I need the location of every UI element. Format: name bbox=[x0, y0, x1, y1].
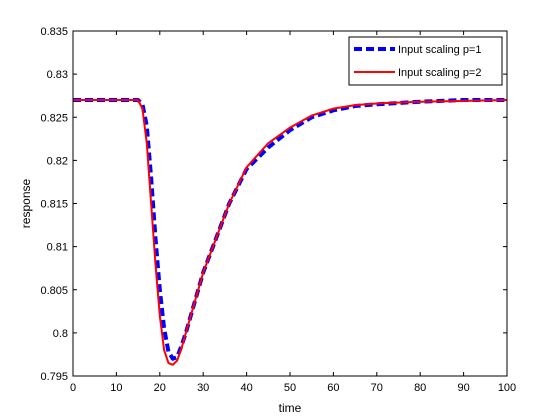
x-tick-label: 70 bbox=[371, 382, 383, 394]
y-tick-label: 0.82 bbox=[47, 155, 68, 167]
series-line-2 bbox=[73, 99, 508, 366]
x-tick-label: 0 bbox=[70, 382, 76, 394]
x-tick-label: 30 bbox=[197, 382, 209, 394]
y-tick-label: 0.81 bbox=[47, 242, 68, 254]
y-tick-label: 0.815 bbox=[40, 199, 68, 211]
legend-label-p1: Input scaling p=1 bbox=[398, 44, 481, 56]
x-tick-label: 90 bbox=[457, 382, 469, 394]
plot-area bbox=[73, 31, 507, 376]
y-tick-label: 0.795 bbox=[40, 371, 68, 383]
series-layer bbox=[73, 98, 508, 366]
legend: Input scaling p=1 Input scaling p=2 bbox=[348, 36, 503, 86]
y-tick-label: 0.835 bbox=[40, 26, 68, 38]
y-tick-label: 0.805 bbox=[40, 285, 68, 297]
x-tick-label: 10 bbox=[110, 382, 122, 394]
y-tick-label: 0.8 bbox=[53, 328, 68, 340]
ticks-layer: 0 10 20 30 40 50 60 70 80 90 100 0.795 0.8 0.805 0.81 0… bbox=[40, 26, 516, 394]
y-tick-label: 0.83 bbox=[47, 69, 68, 81]
y-tick-label: 0.825 bbox=[40, 112, 68, 124]
legend-label-p2: Input scaling p=2 bbox=[398, 67, 481, 79]
x-tick-label: 60 bbox=[327, 382, 339, 394]
x-tick-label: 50 bbox=[284, 382, 296, 394]
legend-box bbox=[348, 36, 503, 86]
x-axis-label: time bbox=[279, 401, 302, 415]
y-axis-label: response bbox=[19, 178, 33, 228]
x-tick-label: 20 bbox=[154, 382, 166, 394]
x-tick-label: 80 bbox=[414, 382, 426, 394]
x-tick-label: 100 bbox=[498, 382, 516, 394]
x-tick-label: 40 bbox=[240, 382, 252, 394]
